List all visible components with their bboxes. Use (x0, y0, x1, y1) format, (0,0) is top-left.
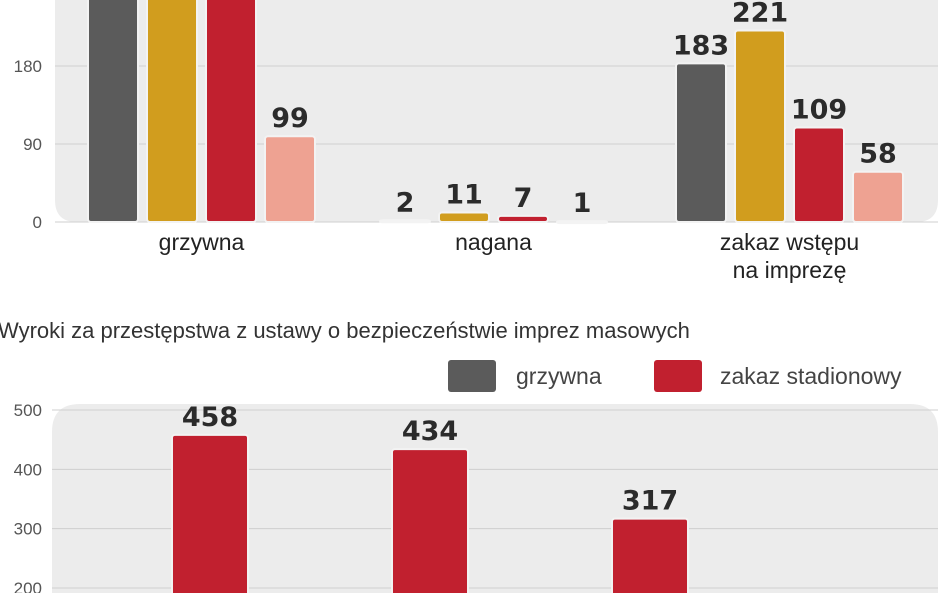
legend-label-zakaz-stadionowy: zakaz stadionowy (720, 363, 902, 389)
bar-1-3 (556, 220, 608, 225)
data-label: 317 (622, 486, 678, 517)
bar-1-0 (379, 219, 431, 224)
bar-0-2 (205, 0, 257, 223)
data-label: 1 (573, 188, 592, 219)
bar-2 (611, 517, 689, 593)
x-category-label: grzywna (159, 229, 245, 255)
bar-2-2 (793, 126, 845, 223)
bottom-chart: Wyroki za przestępstwa z ustawy o bezpie… (0, 318, 938, 593)
data-label: 11 (445, 179, 483, 210)
data-label: 2 (396, 187, 415, 218)
x-category-label: na imprezę (733, 257, 847, 283)
bar-2-1 (734, 29, 786, 224)
bar-0 (171, 433, 249, 593)
data-label: 99 (271, 103, 309, 134)
bar-0-0 (87, 0, 139, 223)
bar-0-3 (264, 135, 316, 223)
y-tick-label: 400 (14, 460, 42, 479)
bar-2-3 (852, 170, 904, 224)
bar-1 (391, 448, 469, 593)
chart-title: Wyroki za przestępstwa z ustawy o bezpie… (0, 318, 690, 343)
data-label: 58 (859, 139, 897, 170)
x-category-label: zakaz wstępu (720, 229, 859, 255)
y-tick-label: 180 (14, 57, 42, 76)
data-label: 7 (514, 183, 533, 214)
bar-0-1 (146, 0, 198, 223)
data-label: 183 (673, 30, 729, 61)
legend: grzywna zakaz stadionowy (448, 360, 902, 392)
bar-2-0 (675, 62, 727, 224)
legend-label-grzywna: grzywna (516, 363, 602, 389)
y-tick-label: 200 (14, 579, 42, 593)
plot-background (52, 404, 938, 593)
legend-swatch-zakaz-stadionowy (654, 360, 702, 392)
data-label: 221 (732, 0, 788, 28)
x-category-label: nagana (455, 229, 532, 255)
y-tick-label: 300 (14, 520, 42, 539)
y-tick-label: 500 (14, 401, 42, 420)
y-tick-label: 90 (23, 135, 42, 154)
data-label: 143 (842, 589, 898, 593)
y-tick-label: 0 (33, 213, 42, 232)
data-label: 434 (402, 416, 458, 447)
legend-swatch-grzywna (448, 360, 496, 392)
bar-1-2 (497, 214, 549, 224)
data-label: 458 (182, 402, 238, 433)
bar-1-1 (438, 211, 490, 223)
top-chart: 090180270218311221710999158grzywnanagana… (14, 0, 938, 283)
data-label: 109 (791, 95, 847, 126)
